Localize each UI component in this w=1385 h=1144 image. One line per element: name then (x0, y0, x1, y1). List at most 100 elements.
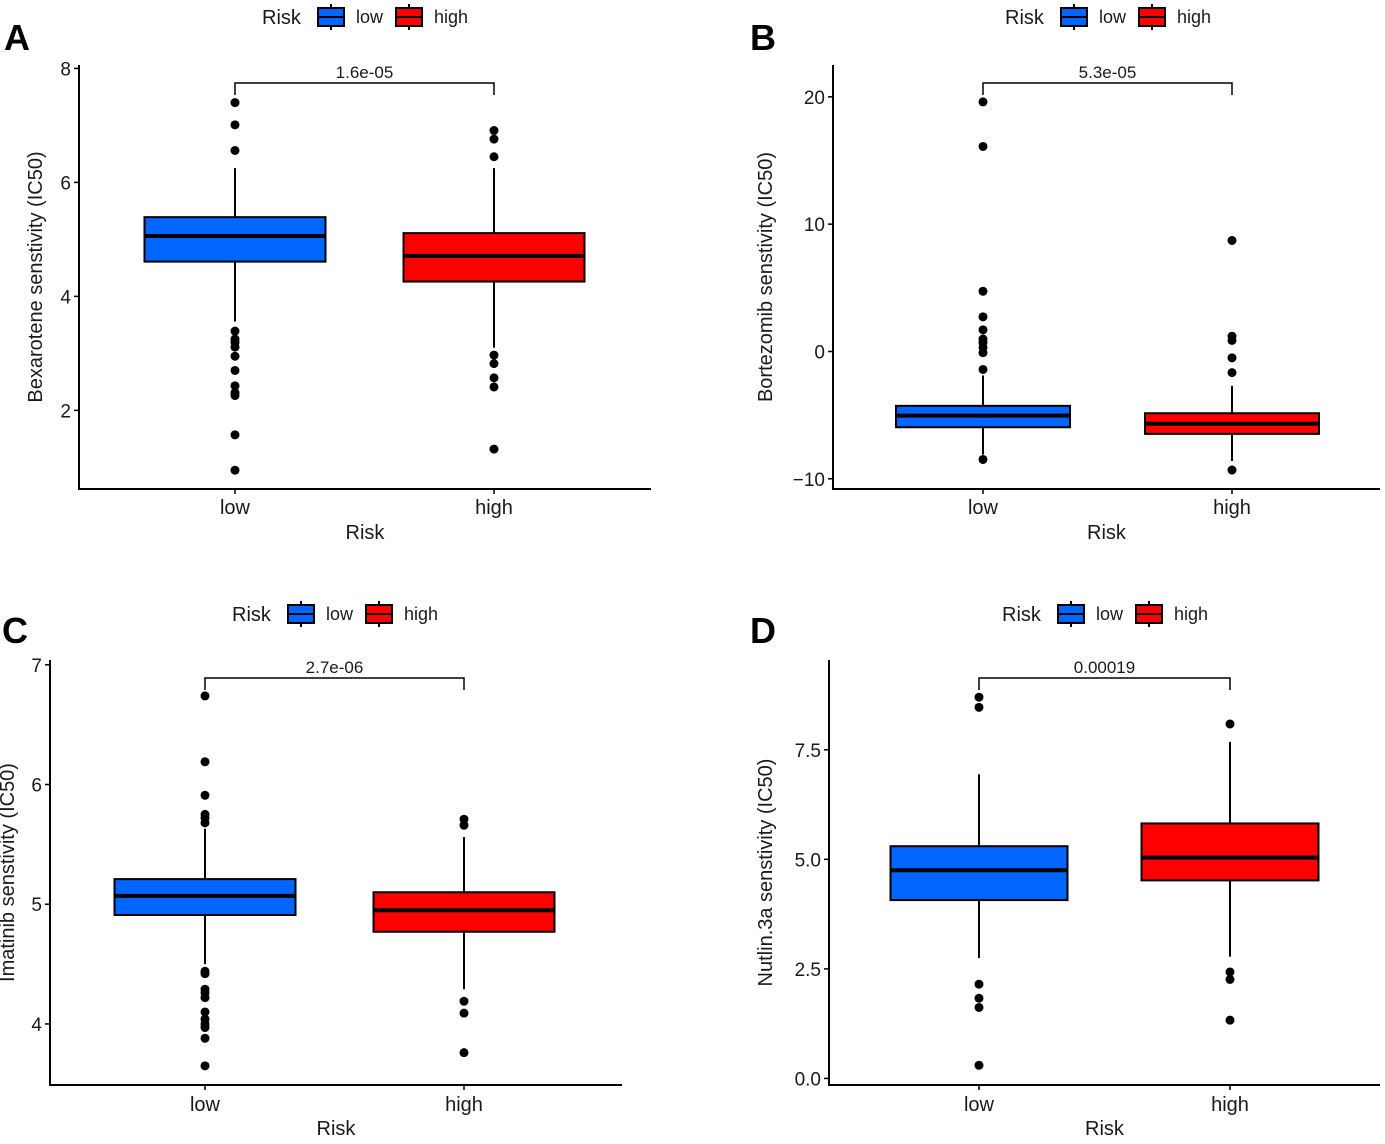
legend-label-high: high (434, 7, 468, 27)
outlier-point (978, 325, 988, 335)
outlier-point (489, 382, 499, 392)
box-iqr (143, 216, 327, 263)
y-tick-label: 8 (60, 59, 71, 80)
outlier-point (230, 351, 240, 361)
panel-letter: C (2, 610, 28, 651)
outlier-point (978, 454, 988, 464)
outlier-point (1227, 335, 1237, 345)
outlier-point (974, 702, 984, 712)
outlier-point (974, 993, 984, 1003)
box-high (372, 814, 556, 1058)
x-axis-title: Risk (1085, 1118, 1125, 1139)
y-tick-label: 7 (31, 656, 42, 677)
box-iqr (1140, 822, 1320, 882)
outlier-point (459, 996, 469, 1006)
outlier-point (489, 350, 499, 360)
x-tick-label: high (1211, 1094, 1249, 1116)
outlier-point (200, 993, 210, 1003)
y-tick-label: 6 (31, 776, 42, 797)
outlier-point (200, 790, 210, 800)
y-tick-label: 2.5 (795, 960, 821, 981)
outlier-point (459, 820, 469, 830)
legend: Risk low high (232, 601, 438, 627)
x-tick-label: high (1213, 497, 1251, 519)
p-value-label: 2.7e-06 (306, 658, 364, 677)
outlier-point (978, 312, 988, 322)
x-tick-label: low (968, 497, 999, 519)
x-axis-title: Risk (346, 522, 386, 544)
outlier-point (459, 1048, 469, 1058)
legend: Risk low high (1002, 601, 1208, 627)
outlier-point (978, 97, 988, 107)
outlier-point (200, 818, 210, 828)
outlier-point (978, 141, 988, 151)
box-low (889, 692, 1069, 1070)
box-low (895, 97, 1071, 464)
outlier-point (974, 1060, 984, 1070)
legend-key-low (1060, 4, 1088, 30)
y-tick-label: 20 (804, 88, 825, 109)
p-value-label: 1.6e-05 (336, 63, 394, 82)
panel-letter: D (750, 610, 776, 651)
panel-letter: B (750, 17, 776, 58)
x-tick-label: low (964, 1094, 995, 1116)
outlier-point (200, 691, 210, 701)
outlier-point (200, 1023, 210, 1033)
outlier-point (489, 134, 499, 144)
x-axis-title: Risk (1087, 522, 1127, 544)
outlier-point (1227, 465, 1237, 475)
outlier-point (974, 1002, 984, 1012)
panel-b: B Risk low high −10 0 10 20 low high Risk Bortezomi… (750, 4, 1380, 544)
x-axis-title: Risk (317, 1118, 357, 1139)
outlier-point (489, 373, 499, 383)
box-low (143, 98, 327, 475)
outlier-point (200, 1061, 210, 1071)
legend: Risk low high (262, 4, 468, 30)
legend-key-low (287, 601, 315, 627)
significance-bracket (234, 82, 495, 95)
p-value-label: 5.3e-05 (1079, 63, 1137, 82)
panel-letter: A (4, 17, 30, 58)
y-tick-label: 4 (60, 287, 71, 308)
outlier-point (230, 342, 240, 352)
outlier-point (489, 126, 499, 136)
legend-label-high: high (1177, 7, 1211, 27)
legend-key-low (317, 4, 345, 30)
legend-key-high (1138, 4, 1166, 30)
y-tick-label: 7.5 (795, 741, 821, 762)
legend-key-low (1057, 601, 1085, 627)
legend-key-high (395, 4, 423, 30)
legend-label-low: low (1096, 604, 1124, 624)
legend-title: Risk (1002, 604, 1042, 626)
x-tick-label: low (220, 497, 251, 519)
box-high (1140, 719, 1320, 1025)
outlier-point (230, 465, 240, 475)
outlier-point (1227, 368, 1237, 378)
y-tick-label: 6 (60, 173, 71, 194)
outlier-point (200, 1007, 210, 1017)
outlier-point (489, 359, 499, 369)
y-tick-label: 4 (31, 1015, 42, 1036)
outlier-point (230, 430, 240, 440)
x-tick-label: high (445, 1094, 483, 1116)
outlier-point (1225, 974, 1235, 984)
outlier-point (1225, 967, 1235, 977)
outlier-point (489, 444, 499, 454)
p-value-label: 0.00019 (1074, 658, 1135, 677)
y-tick-label: −10 (793, 470, 825, 491)
outlier-point (1227, 353, 1237, 363)
outlier-point (230, 381, 240, 391)
legend-label-low: low (326, 604, 354, 624)
y-axis-title: Imatinib senstivity (IC50) (0, 763, 19, 982)
y-tick-label: 10 (804, 215, 825, 236)
outlier-point (200, 757, 210, 767)
outlier-point (978, 364, 988, 374)
box-low (113, 691, 297, 1071)
significance-bracket (978, 677, 1231, 690)
outlier-point (200, 1033, 210, 1043)
outlier-point (1225, 1015, 1235, 1025)
panel-d: D Risk low high 0.0 2.5 5.0 7.5 low high Risk Nutli… (750, 601, 1380, 1140)
box-high (402, 126, 586, 454)
outlier-point (200, 969, 210, 979)
